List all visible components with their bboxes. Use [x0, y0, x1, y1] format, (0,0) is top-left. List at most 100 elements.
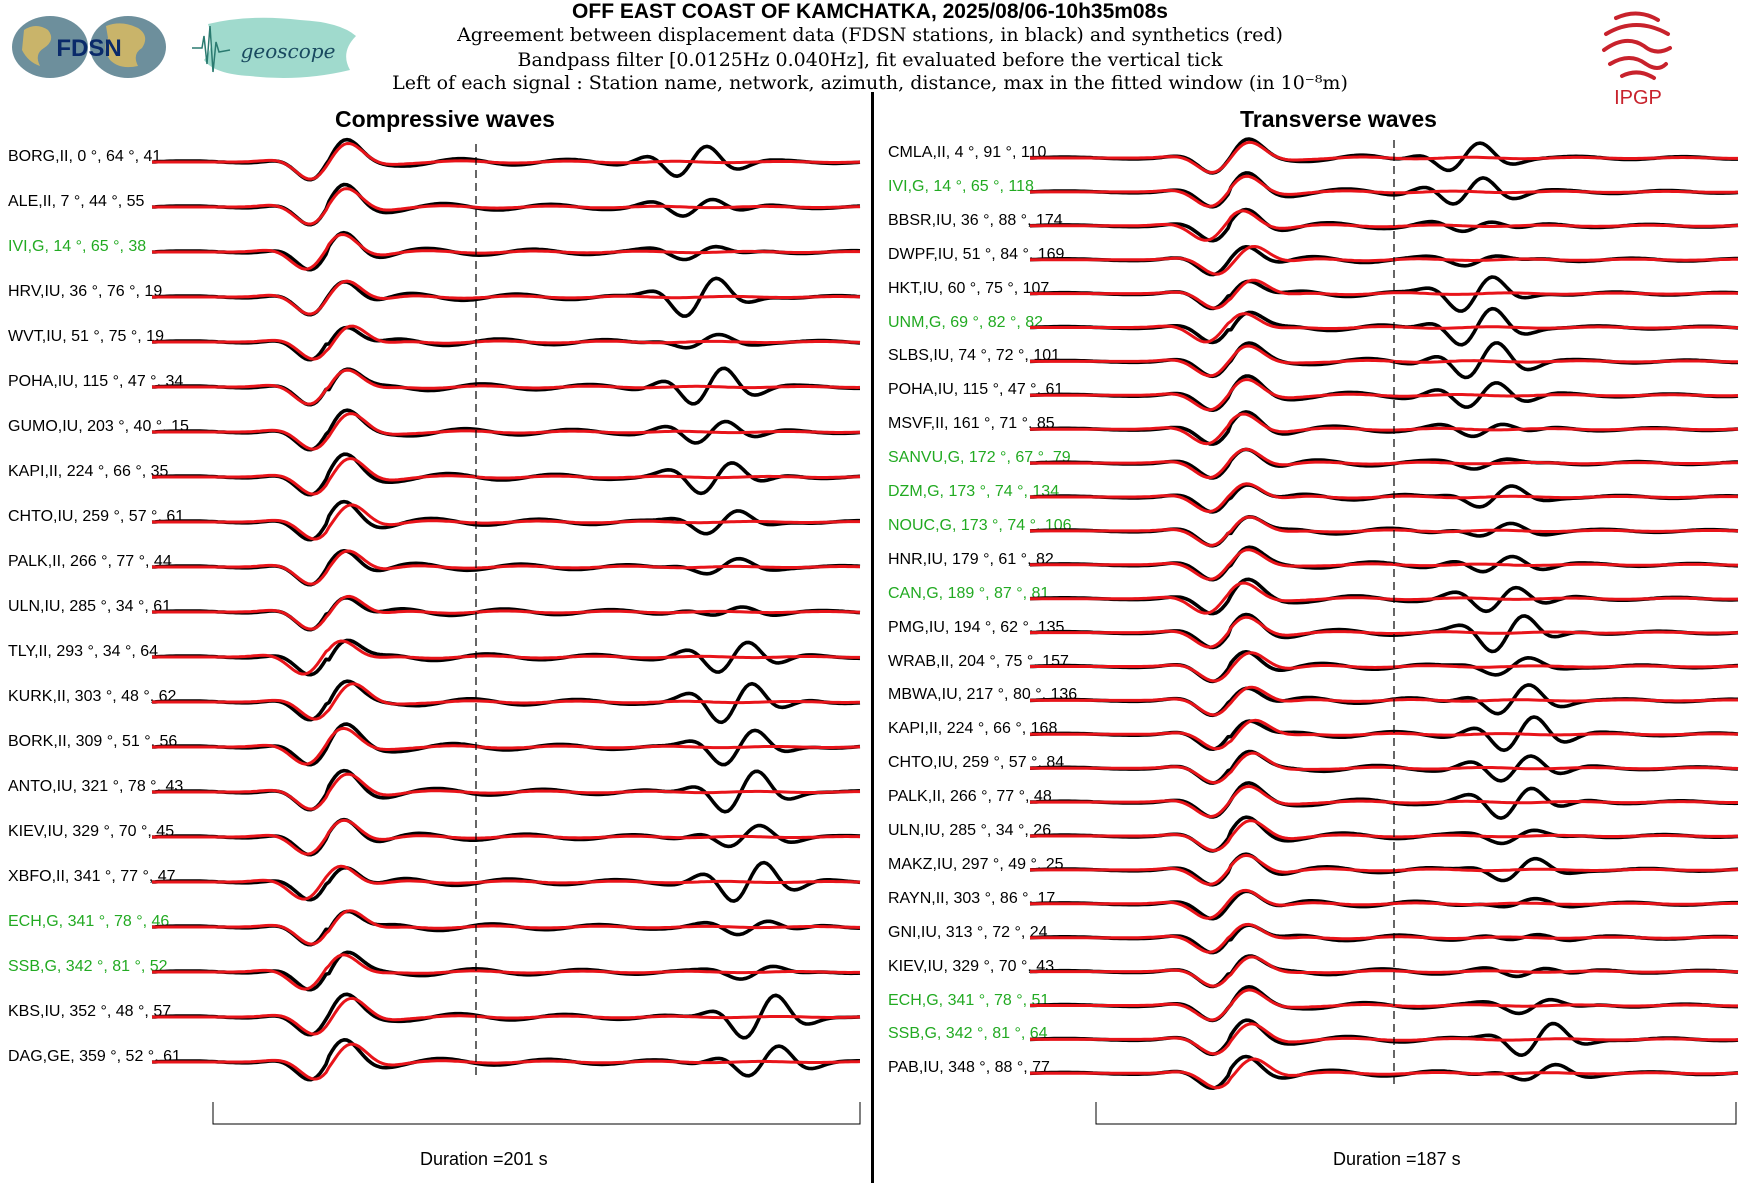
station-label: HKT,IU, 60 °, 75 °, 107: [888, 279, 1050, 297]
station-label: CHTO,IU, 259 °, 57 °, 84: [888, 754, 1065, 772]
station-label: ULN,IU, 285 °, 34 °, 26: [888, 822, 1052, 839]
subtitle-legend-description: Left of each signal : Station name, netw…: [392, 72, 1348, 94]
geoscope-seismogram-glyph: [192, 25, 231, 73]
subtitle-bandpass: Bandpass filter [0.0125Hz 0.040Hz], fit …: [517, 49, 1223, 71]
data-trace: [1029, 1018, 1739, 1057]
synthetic-trace: [152, 233, 860, 271]
station-label: KAPI,II, 224 °, 66 °, 35: [8, 463, 169, 480]
station-label: CAN,G, 189 °, 87 °, 81: [888, 584, 1050, 602]
synthetic-trace: [1030, 515, 1739, 547]
station-label: SANVU,G, 172 °, 67 °, 79: [888, 449, 1071, 467]
fdsn-continent: [22, 26, 52, 66]
station-label: TLY,II, 293 °, 34 °, 64: [8, 643, 159, 660]
ipgp-swirl: [1604, 23, 1670, 36]
station-label: IVI,G, 14 °, 65 °, 118: [888, 177, 1034, 195]
synthetic-trace: [152, 772, 860, 811]
station-label: CHTO,IU, 259 °, 57 °, 61: [8, 508, 185, 525]
panel-divider: [871, 92, 874, 1183]
data-trace: [1029, 171, 1739, 209]
synthetic-trace: [152, 549, 861, 586]
station-label: POHA,IU, 115 °, 47 °, 61: [888, 381, 1064, 399]
station-label: WVT,IU, 51 °, 75 °, 19: [8, 328, 164, 345]
station-label: ANTO,IU, 321 °, 78 °, 43: [8, 778, 184, 795]
geoscope-logo: geoscope: [192, 17, 356, 78]
station-label: HNR,IU, 179 °, 61 °, 82: [888, 550, 1054, 568]
station-label: DZM,G, 173 °, 74 °, 134: [888, 483, 1060, 500]
station-label: GNI,IU, 313 °, 72 °, 24: [888, 923, 1048, 941]
synthetic-trace: [1030, 378, 1738, 412]
synthetic-trace: [152, 864, 861, 901]
station-label: ECH,G, 341 °, 78 °, 51: [888, 991, 1050, 1009]
synthetic-trace: [1030, 312, 1738, 344]
station-label: MAKZ,IU, 297 °, 49 °, 25: [888, 855, 1064, 873]
ipgp-swirl: [1614, 11, 1660, 22]
ipgp-swirl: [1608, 56, 1668, 70]
synthetic-trace: [152, 324, 861, 361]
station-label: SSB,G, 342 °, 81 °, 64: [888, 1025, 1048, 1043]
synthetic-trace: [1030, 651, 1738, 683]
station-label: SLBS,IU, 74 °, 72 °, 101: [888, 347, 1061, 365]
synthetic-trace: [1030, 245, 1738, 276]
synthetic-trace: [152, 1042, 861, 1081]
synthetic-trace: [1030, 922, 1739, 954]
synthetic-trace: [1030, 412, 1739, 446]
synthetic-trace: [152, 594, 861, 631]
station-label: RAYN,II, 303 °, 86 °, 17: [888, 889, 1056, 907]
synthetic-trace: [1030, 344, 1738, 378]
fdsn-logo-text: FDSN: [56, 35, 121, 62]
synthetic-trace: [152, 996, 861, 1036]
station-label: DAG,GE, 359 °, 52 °, 61: [8, 1048, 181, 1065]
ipgp-swirl: [1620, 70, 1656, 80]
ipgp-logo: IPGP: [1602, 11, 1672, 109]
station-label: UNM,G, 69 °, 82 °, 82: [888, 313, 1044, 331]
station-label: BBSR,IU, 36 °, 88 °, 174: [888, 211, 1063, 229]
station-label: SSB,G, 342 °, 81 °, 52: [8, 958, 168, 975]
synthetic-trace: [1030, 615, 1739, 649]
synthetic-trace: [152, 368, 861, 406]
station-label: HRV,IU, 36 °, 76 °, 19: [8, 283, 163, 300]
station-label: NOUC,G, 173 °, 74 °, 106: [888, 516, 1072, 534]
duration-bracket: [212, 1102, 861, 1125]
subtitle-agreement: Agreement between displacement data (FDS…: [457, 24, 1283, 46]
station-label: KIEV,IU, 329 °, 70 °, 45: [8, 823, 175, 840]
station-label: ULN,IU, 285 °, 34 °, 61: [8, 598, 172, 615]
synthetic-trace: [152, 279, 861, 316]
station-label: DWPF,IU, 51 °, 84 °, 169: [888, 245, 1065, 263]
synthetic-trace: [152, 639, 860, 676]
geoscope-logo-text: geoscope: [241, 39, 336, 63]
synthetic-trace: [152, 726, 860, 766]
data-trace: [1029, 815, 1739, 853]
synthetic-trace: [1030, 447, 1739, 480]
station-label: PALK,II, 266 °, 77 °, 44: [8, 553, 172, 570]
station-label: KURK,II, 303 °, 48 °, 62: [8, 688, 177, 705]
station-label: KBS,IU, 352 °, 48 °, 57: [8, 1003, 172, 1020]
synthetic-trace: [1030, 751, 1739, 785]
station-label: MSVF,II, 161 °, 71 °, 85: [888, 415, 1055, 433]
station-label: CMLA,II, 4 °, 91 °, 110: [888, 144, 1047, 161]
ipgp-swirl: [1602, 38, 1672, 54]
station-label: PAB,IU, 348 °, 88 °, 77: [888, 1059, 1050, 1077]
figure-title: OFF EAST COAST OF KAMCHATKA, 2025/08/06-…: [572, 0, 1168, 23]
synthetic-trace: [152, 909, 860, 946]
synthetic-trace: [1030, 482, 1739, 513]
ipgp-logo-text: IPGP: [1614, 87, 1662, 109]
compressive-duration-label: Duration =201 s: [420, 1149, 548, 1169]
synthetic-trace: [1030, 174, 1739, 208]
data-trace: [151, 1038, 860, 1082]
station-label: KAPI,II, 224 °, 66 °, 168: [888, 720, 1058, 738]
synthetic-trace: [1030, 278, 1738, 310]
synthetic-trace: [1030, 718, 1739, 751]
synthetic-trace: [152, 187, 860, 226]
transverse-duration-label: Duration =187 s: [1333, 1149, 1461, 1169]
fdsn-continent: [105, 23, 146, 68]
station-label: IVI,G, 14 °, 65 °, 38: [8, 238, 147, 255]
station-label: POHA,IU, 115 °, 47 °, 34: [8, 373, 184, 390]
station-label: ECH,G, 341 °, 78 °, 46: [8, 913, 170, 930]
synthetic-trace: [1030, 581, 1738, 615]
station-label: PALK,II, 266 °, 77 °, 48: [888, 788, 1052, 806]
compressive-panel-title: Compressive waves: [335, 106, 555, 132]
station-label: PMG,IU, 194 °, 62 °, 135: [888, 618, 1065, 636]
geoscope-map-shape: [204, 17, 356, 78]
synthetic-trace: [152, 412, 860, 451]
